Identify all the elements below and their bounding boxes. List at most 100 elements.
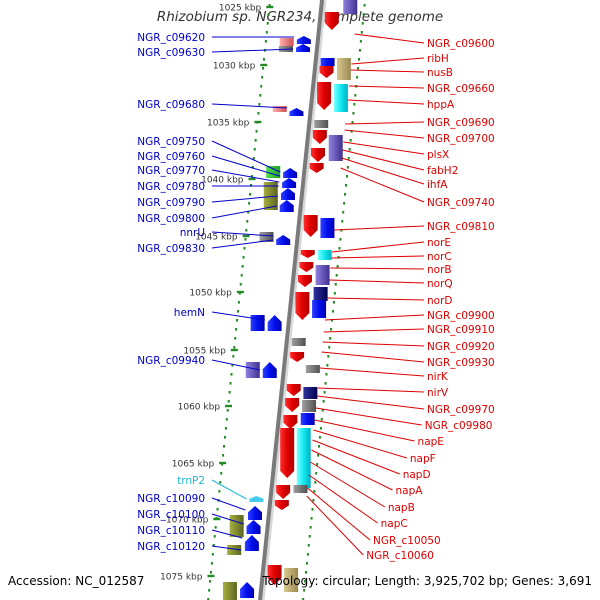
track-border-dot	[343, 202, 346, 205]
right-gene-label[interactable]: napD	[403, 469, 431, 481]
track-border-dot	[224, 427, 227, 430]
gene-feature	[295, 292, 310, 320]
gene-feature	[284, 568, 299, 592]
left-gene-label[interactable]: NGR_c09750	[137, 136, 205, 148]
right-gene-label[interactable]: hppA	[427, 99, 455, 111]
track-border-dot	[321, 409, 324, 412]
right-gene-label[interactable]: NGR_c09740	[427, 197, 495, 209]
gene-feature	[283, 415, 298, 429]
kbp-tick-label: 1055 kbp	[183, 347, 226, 357]
right-gene-label[interactable]: NGR_c09690	[427, 117, 495, 129]
track-border-dot	[228, 391, 231, 394]
left-label-leader	[211, 497, 246, 511]
track-border-dot	[250, 175, 253, 178]
left-gene-label[interactable]: trnP2	[177, 475, 205, 487]
left-gene-label[interactable]: NGR_c10120	[137, 541, 205, 553]
right-gene-label[interactable]: plsX	[427, 149, 449, 161]
right-gene-label[interactable]: NGR_c10060	[366, 550, 434, 562]
left-gene-label[interactable]: NGR_c09830	[137, 243, 205, 255]
track-border-dot	[223, 445, 226, 448]
right-gene-label[interactable]: norB	[427, 264, 452, 276]
left-gene-label[interactable]: NGR_c09800	[137, 213, 205, 225]
left-gene-label[interactable]: NGR_c09760	[137, 151, 205, 163]
track-border-dot	[266, 22, 269, 25]
right-label-leader	[354, 33, 425, 44]
gene-feature	[262, 362, 277, 378]
right-gene-label[interactable]: nusB	[427, 67, 453, 79]
track-border-dot	[302, 598, 305, 600]
left-label-leader	[211, 155, 280, 177]
track-border-dot	[333, 292, 336, 295]
left-label-leader	[211, 479, 247, 500]
genome-summary-text: Topology: circular; Length: 3,925,702 bp…	[262, 574, 592, 588]
right-gene-label[interactable]: napB	[388, 502, 415, 514]
right-gene-label[interactable]: nirK	[427, 371, 449, 383]
genome-axis	[258, 0, 324, 600]
kbp-tick-mark	[236, 290, 244, 294]
track-border-dot	[232, 355, 235, 358]
left-label-leader	[211, 231, 274, 237]
right-gene-label[interactable]: ihfA	[427, 179, 448, 191]
track-border-dot	[244, 238, 247, 241]
track-border-dot	[335, 274, 338, 277]
right-gene-label[interactable]: NGR_c09900	[427, 310, 495, 322]
left-gene-label[interactable]: NGR_c10100	[137, 509, 205, 521]
right-gene-label[interactable]: NGR_c09910	[427, 324, 495, 336]
right-gene-label[interactable]: NGR_c09930	[427, 357, 495, 369]
kbp-tick-mark	[213, 517, 221, 521]
right-gene-label[interactable]: napA	[396, 485, 424, 497]
track-border-dot	[331, 310, 334, 313]
left-gene-label[interactable]: NGR_c09790	[137, 197, 205, 209]
kbp-tick-label: 1035 kbp	[207, 119, 250, 129]
right-gene-label[interactable]: napC	[381, 518, 408, 530]
right-gene-label[interactable]: norQ	[427, 278, 453, 290]
right-gene-label[interactable]: napE	[418, 436, 444, 448]
right-gene-label[interactable]: napF	[410, 453, 436, 465]
right-gene-label[interactable]: NGR_c09920	[427, 341, 495, 353]
right-gene-label[interactable]: norC	[427, 251, 452, 263]
track-border-dot	[218, 490, 221, 493]
left-gene-label[interactable]: NGR_c09630	[137, 47, 205, 59]
right-gene-label[interactable]: NGR_c10050	[373, 535, 441, 547]
left-label-leader	[211, 529, 243, 539]
left-gene-label[interactable]: NGR_c09770	[137, 165, 205, 177]
track-border-dot	[216, 508, 219, 511]
gene-feature	[291, 338, 306, 346]
track-border-dot	[265, 31, 268, 34]
left-gene-label[interactable]: NGR_c10090	[137, 493, 205, 505]
left-gene-label[interactable]: NGR_c09620	[137, 32, 205, 44]
left-gene-label[interactable]: NGR_c09680	[137, 99, 205, 111]
track-border-dot	[330, 328, 333, 331]
track-border-dot	[337, 256, 340, 259]
gene-feature	[324, 12, 339, 30]
left-gene-label[interactable]: NGR_c10110	[137, 525, 205, 537]
gene-feature	[300, 413, 315, 425]
left-gene-label[interactable]: nnrU	[180, 227, 205, 239]
track-border-dot	[340, 229, 343, 232]
track-border-dot	[339, 238, 342, 241]
left-gene-label[interactable]: NGR_c09940	[137, 355, 205, 367]
track-border-dot	[320, 418, 323, 421]
track-border-dot	[259, 94, 262, 97]
right-gene-label[interactable]: norD	[427, 295, 452, 307]
track-border-dot	[322, 400, 325, 403]
gene-feature	[299, 262, 314, 272]
right-gene-label[interactable]: NGR_c09660	[427, 83, 495, 95]
track-border-dot	[245, 229, 248, 232]
right-gene-label[interactable]: NGR_c09600	[427, 38, 495, 50]
right-gene-label[interactable]: NGR_c09700	[427, 133, 495, 145]
right-gene-label[interactable]: fabH2	[427, 165, 458, 177]
gene-feature	[336, 58, 351, 80]
right-gene-label[interactable]: NGR_c09980	[425, 420, 493, 432]
right-gene-label[interactable]: NGR_c09810	[427, 221, 495, 233]
track-border-dot	[303, 589, 306, 592]
track-border-dot	[236, 310, 239, 313]
right-gene-label[interactable]: nirV	[427, 387, 449, 399]
right-gene-label[interactable]: norE	[427, 237, 451, 249]
left-gene-label[interactable]: NGR_c09780	[137, 181, 205, 193]
right-gene-label[interactable]: NGR_c09970	[427, 404, 495, 416]
left-gene-label[interactable]: hemN	[174, 307, 205, 319]
right-gene-label[interactable]: ribH	[427, 53, 449, 65]
track-border-dot	[253, 148, 256, 151]
track-border-dot	[229, 382, 232, 385]
